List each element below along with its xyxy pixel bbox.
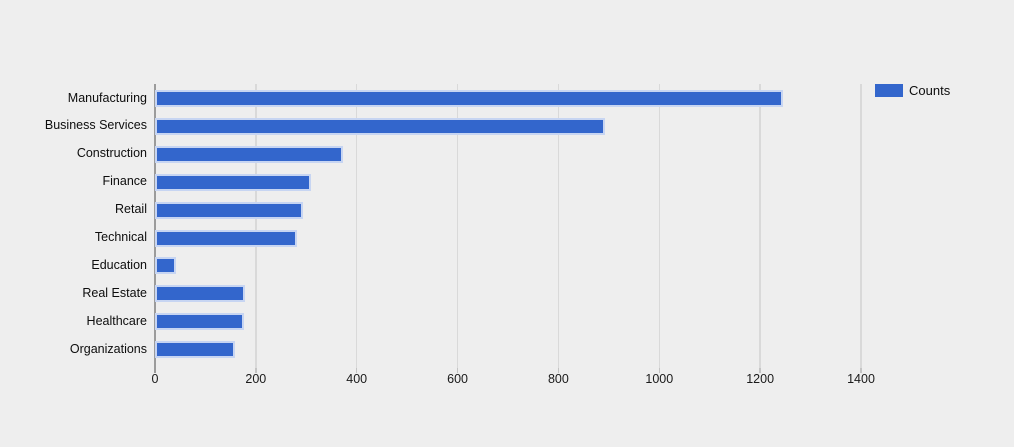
category-label-organizations: Organizations	[69, 341, 147, 356]
gridline-800	[557, 84, 560, 368]
category-label-technical: Technical	[94, 230, 147, 244]
gridline-1000	[658, 84, 661, 368]
category-label-real-estate: Real Estate	[82, 285, 147, 300]
category-label-finance: Finance	[102, 174, 147, 189]
gridline-600	[456, 84, 459, 368]
bar-healthcare[interactable]	[155, 313, 245, 331]
gridline-1400	[860, 84, 862, 368]
bar-manufacturing[interactable]	[155, 90, 784, 107]
legend[interactable]: Counts	[875, 83, 950, 98]
category-label-retail: Retail	[115, 202, 147, 217]
tick-mark-800	[557, 368, 560, 373]
gridline-400	[355, 84, 358, 368]
bar-education[interactable]	[155, 257, 177, 275]
tick-mark-200	[255, 368, 257, 373]
x-tick-label-400: 400	[346, 372, 368, 386]
x-tick-label-200: 200	[245, 372, 267, 386]
bar-retail[interactable]	[155, 201, 303, 219]
tick-mark-400	[355, 368, 358, 373]
category-label-education: Education	[91, 257, 147, 272]
legend-swatch-counts	[875, 84, 903, 97]
gridline-200	[255, 84, 257, 368]
x-tick-label-800: 800	[547, 372, 569, 386]
category-label-construction: Construction	[76, 146, 147, 161]
tick-mark-1400	[860, 368, 862, 373]
y-axis-line	[154, 84, 156, 373]
legend-label: Counts	[909, 83, 951, 98]
bar-finance[interactable]	[155, 173, 312, 191]
x-tick-label-1400: 1400	[847, 372, 875, 386]
category-label-healthcare: Healthcare	[86, 313, 147, 328]
bar-business-services[interactable]	[155, 117, 605, 135]
tick-mark-1000	[658, 368, 661, 373]
tick-mark-600	[456, 368, 459, 373]
category-label-manufacturing: Manufacturing	[67, 90, 147, 105]
gridline-1200	[759, 84, 761, 368]
x-tick-label-1000: 1000	[645, 372, 674, 386]
category-label-business-services: Business Services	[44, 118, 147, 133]
x-tick-label-600: 600	[447, 372, 468, 386]
bar-organizations[interactable]	[155, 341, 236, 359]
bar-construction[interactable]	[155, 145, 343, 163]
bar-real-estate[interactable]	[155, 285, 246, 303]
x-tick-label-0: 0	[151, 372, 159, 386]
bar-technical[interactable]	[155, 229, 297, 247]
x-tick-label-1200: 1200	[746, 372, 775, 386]
tick-mark-1200	[759, 368, 761, 373]
